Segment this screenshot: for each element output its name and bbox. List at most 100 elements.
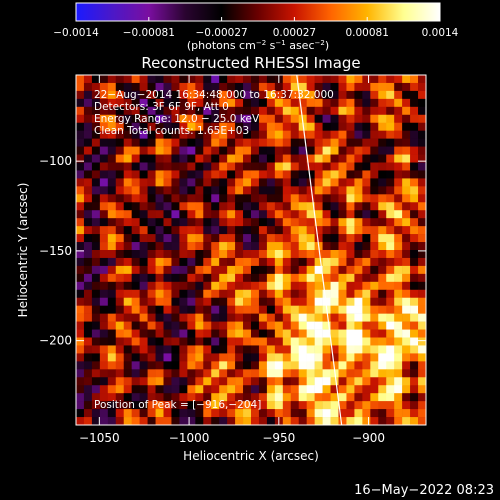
heatmap-cell [266, 361, 276, 370]
heatmap-cell [330, 162, 339, 171]
heatmap-cell [354, 186, 363, 195]
heatmap-cell [227, 194, 236, 203]
heatmap-cell [251, 178, 260, 187]
heatmap-cell [354, 273, 363, 283]
heatmap-cell [243, 186, 252, 195]
heatmap-cell [179, 194, 188, 203]
heatmap-cell [99, 345, 109, 354]
heatmap-cell [266, 218, 276, 227]
heatmap-cell [362, 170, 371, 179]
heatmap-cell [274, 138, 284, 147]
heatmap-cell [107, 210, 117, 219]
heatmap-cell [123, 98, 132, 108]
heatmap-cell [290, 146, 300, 155]
heatmap-cell [131, 361, 140, 370]
heatmap-cell [179, 313, 188, 322]
heatmap-cell [131, 265, 140, 275]
heatmap-cell [306, 337, 315, 346]
heatmap-cell [402, 226, 411, 235]
heatmap-cell [211, 385, 220, 394]
heatmap-cell [107, 353, 117, 362]
heatmap-cell [147, 114, 156, 124]
heatmap-cell [91, 361, 101, 370]
heatmap-cell [163, 114, 172, 124]
heatmap-cell [322, 218, 331, 227]
heatmap-cell [219, 226, 228, 235]
heatmap-cell [290, 106, 300, 116]
heatmap-cell [370, 409, 379, 418]
heatmap-cell [394, 170, 403, 179]
heatmap-cell [91, 297, 101, 306]
heatmap-cell [282, 82, 292, 92]
heatmap-cell [83, 345, 93, 354]
heatmap-cell [314, 417, 323, 425]
heatmap-cell [211, 75, 220, 84]
heatmap-cell [195, 377, 204, 386]
heatmap-cell [258, 297, 268, 306]
heatmap-cell [418, 194, 426, 203]
heatmap-cell [330, 194, 339, 203]
heatmap-cell [227, 273, 236, 283]
heatmap-cell [171, 210, 180, 219]
heatmap-cell [298, 377, 307, 386]
heatmap-cell [195, 146, 204, 155]
heatmap-cell [314, 321, 323, 330]
heatmap-cell [314, 313, 323, 322]
heatmap-cell [402, 289, 411, 299]
heatmap-cell [76, 281, 85, 291]
heatmap-cell [139, 265, 148, 275]
heatmap-cell [290, 170, 300, 179]
heatmap-cell [107, 130, 117, 139]
heatmap-cell [219, 265, 228, 275]
heatmap-cell [171, 250, 180, 259]
heatmap-cell [91, 234, 101, 243]
heatmap-cell [76, 250, 85, 259]
heatmap-cell [195, 313, 204, 322]
heatmap-cell [314, 162, 323, 171]
heatmap-cell [179, 242, 188, 251]
heatmap-cell [330, 210, 339, 219]
heatmap-cell [179, 154, 188, 163]
heatmap-cell [346, 98, 355, 108]
heatmap-cell [211, 170, 220, 179]
heatmap-cell [227, 337, 236, 346]
heatmap-cell [187, 114, 196, 124]
heatmap-cell [266, 106, 276, 116]
heatmap-cell [251, 345, 260, 354]
heatmap-cell [394, 417, 403, 425]
heatmap-cell [219, 146, 228, 155]
heatmap-cell [163, 138, 172, 147]
heatmap-cell [187, 417, 196, 425]
heatmap-cell [243, 273, 252, 283]
heatmap-cell [418, 90, 426, 100]
heatmap-cell [314, 265, 323, 275]
heatmap-cell [147, 345, 156, 354]
heatmap-cell [290, 313, 300, 322]
heatmap-cell [139, 210, 148, 219]
heatmap-cell [219, 353, 228, 362]
heatmap-cell [394, 329, 403, 338]
heatmap-cell [290, 162, 300, 171]
heatmap-cell [203, 82, 212, 92]
heatmap-cell [410, 226, 419, 235]
heatmap-cell [219, 114, 228, 124]
heatmap-cell [330, 202, 339, 211]
heatmap-cell [306, 138, 315, 147]
heatmap-cell [354, 250, 363, 259]
heatmap-cell [155, 138, 164, 147]
heatmap-cell [251, 417, 260, 425]
heatmap-cell [227, 210, 236, 219]
heatmap-cell [107, 337, 117, 346]
heatmap-cell [282, 417, 292, 425]
heatmap-cell [91, 313, 101, 322]
heatmap-cell [386, 178, 395, 187]
heatmap-cell [362, 226, 371, 235]
heatmap-cell [394, 90, 403, 100]
heatmap-cell [314, 194, 323, 203]
heatmap-cell [370, 114, 379, 124]
heatmap-cell [243, 393, 252, 402]
heatmap-cell [227, 162, 236, 171]
heatmap-cell [282, 257, 292, 267]
heatmap-cell [99, 337, 109, 346]
heatmap-cell [179, 361, 188, 370]
